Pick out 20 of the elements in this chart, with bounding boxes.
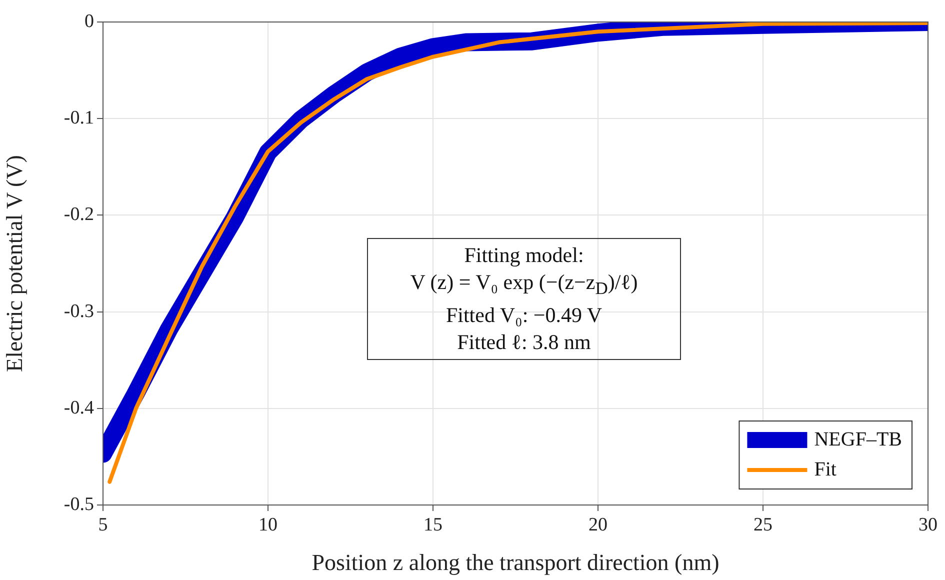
y-tick-label: -0.1 [64,108,94,129]
y-tick-label: -0.3 [64,300,94,322]
x-axis-title: Position z along the transport direction (nm) [312,550,720,576]
x-tick-label: 30 [918,514,938,536]
y-tick-label: -0.4 [64,397,94,418]
x-tick-label: 25 [754,514,772,536]
x-tick-label: 20 [588,514,608,536]
annotation: Fitted V₀: −0.49 V [444,302,604,330]
y-axis-title: Electric potential V (V) [2,155,27,372]
legend-label: Fit [814,458,837,480]
annotation: Fitting model: [463,242,585,269]
y-tick-label: 0 [84,10,94,32]
annotation: V (z) = V₀ exp (−(z−z$_{D}$)/ℓ) [409,269,639,300]
legend-label: NEGF–TB [814,428,902,450]
y-tick-label: -0.5 [64,494,94,515]
annotation: Fitted ℓ: 3.8 nm [456,329,592,356]
y-tick-label: -0.2 [64,204,94,226]
x-tick-label: 5 [98,514,108,536]
x-tick-label: 15 [424,514,442,536]
x-tick-label: 10 [258,514,278,536]
